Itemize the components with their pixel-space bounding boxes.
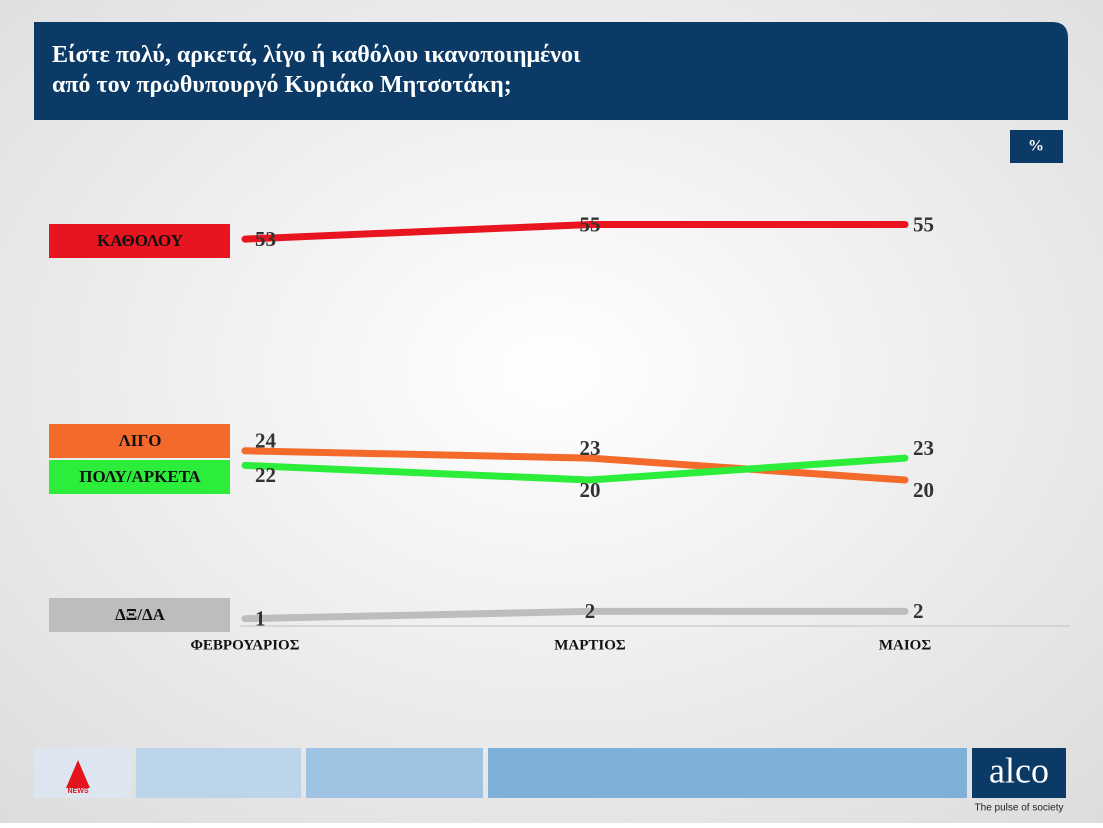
series-line bbox=[241, 221, 909, 243]
value-label: 23 bbox=[913, 436, 934, 460]
x-tick-label: ΜΑΡΤΙΟΣ bbox=[554, 637, 626, 653]
value-label: 55 bbox=[913, 212, 934, 236]
x-tick-label: ΦΕΒΡΟΥΑΡΙΟΣ bbox=[190, 637, 299, 653]
value-label: 20 bbox=[580, 478, 601, 502]
x-tick-label: ΜΑΙΟΣ bbox=[879, 637, 931, 653]
legend-box bbox=[49, 460, 230, 494]
footer: NEWS alco The pulse of society bbox=[34, 748, 1066, 814]
chart-title: Είστε πολύ, αρκετά, λίγο ή καθόλου ικανο… bbox=[52, 42, 581, 98]
value-label: 1 bbox=[255, 607, 266, 631]
value-label: 53 bbox=[255, 227, 276, 251]
value-label: 20 bbox=[913, 478, 934, 502]
legend-box bbox=[49, 224, 230, 258]
series-line bbox=[241, 447, 909, 484]
value-label: 55 bbox=[580, 212, 601, 236]
unit-box bbox=[1010, 130, 1063, 163]
value-label: 2 bbox=[585, 599, 596, 623]
footer-box bbox=[306, 748, 483, 798]
brand: alco bbox=[989, 750, 1049, 790]
legend-box bbox=[49, 598, 230, 632]
legend-label: ΛΙΓΟ bbox=[119, 431, 162, 450]
legend-label: ΚΑΘΟΛΟΥ bbox=[97, 231, 183, 250]
value-label: 24 bbox=[255, 429, 277, 453]
series-line bbox=[241, 454, 909, 484]
title-box bbox=[34, 22, 1068, 120]
value-label: 2 bbox=[913, 599, 924, 623]
value-label: 22 bbox=[255, 463, 276, 487]
footer-box bbox=[136, 748, 301, 798]
unit-label: % bbox=[1028, 138, 1044, 155]
channel-logo bbox=[66, 760, 90, 788]
tagline: The pulse of society bbox=[975, 803, 1064, 814]
legend-label: ΔΞ/ΔΑ bbox=[115, 605, 166, 624]
value-label: 23 bbox=[580, 436, 601, 460]
footer-box bbox=[488, 748, 967, 798]
legend-label: ΠΟΛΥ/ΑΡΚΕΤΑ bbox=[79, 467, 201, 486]
channel-label: NEWS bbox=[68, 788, 89, 795]
brand-box bbox=[972, 748, 1066, 798]
series-line bbox=[241, 607, 909, 623]
legend-box bbox=[49, 424, 230, 458]
